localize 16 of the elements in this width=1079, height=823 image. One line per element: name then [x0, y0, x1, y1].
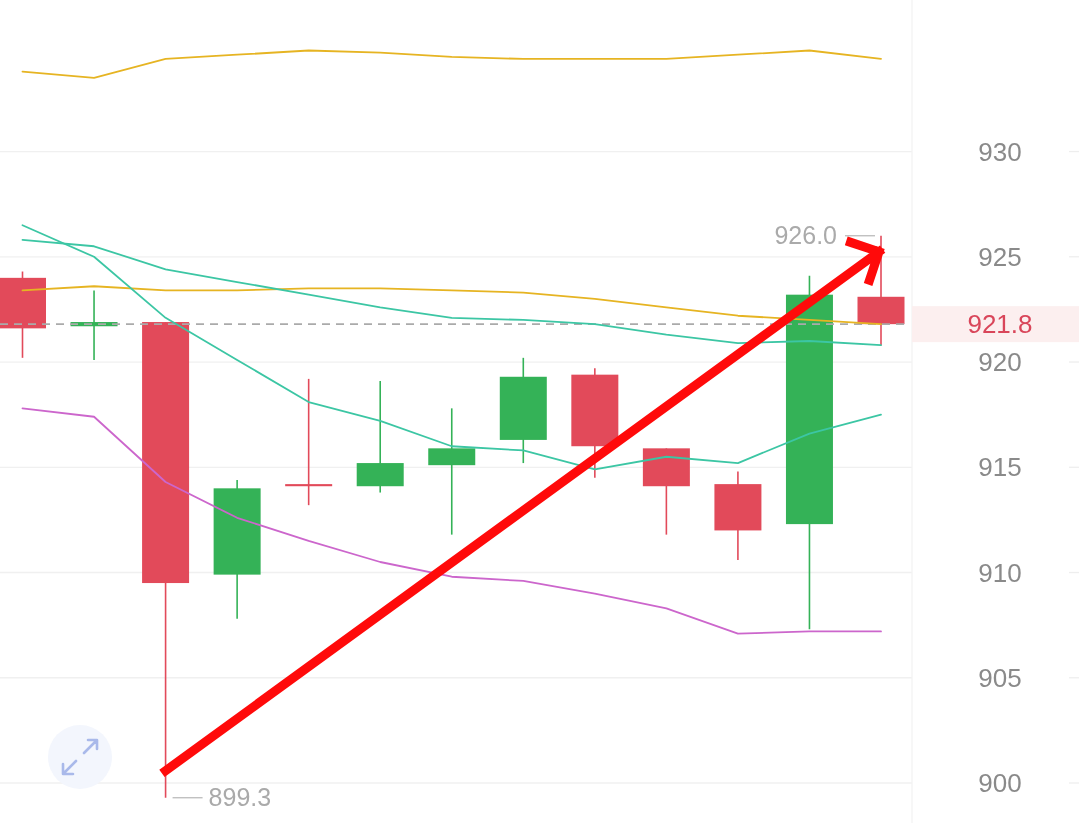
y-tick-label: 905: [978, 662, 1022, 693]
y-tick-label: 925: [978, 241, 1022, 272]
ref-line-label: 921.8: [967, 309, 1033, 340]
line-series: [21, 49, 882, 79]
candlestick: [285, 378, 333, 506]
annotation: 926.0: [774, 221, 837, 250]
y-tick-label: 930: [978, 136, 1022, 167]
y-tick-label: 900: [978, 768, 1022, 799]
annotation: 899.3: [208, 783, 272, 812]
line-series: [21, 407, 882, 635]
line-series: [21, 285, 882, 326]
y-tick-label: 920: [978, 347, 1022, 378]
candlestick: [428, 407, 476, 536]
line-series: [21, 224, 882, 471]
y-tick-label: 915: [978, 452, 1022, 483]
y-tick-label: 910: [978, 557, 1022, 588]
